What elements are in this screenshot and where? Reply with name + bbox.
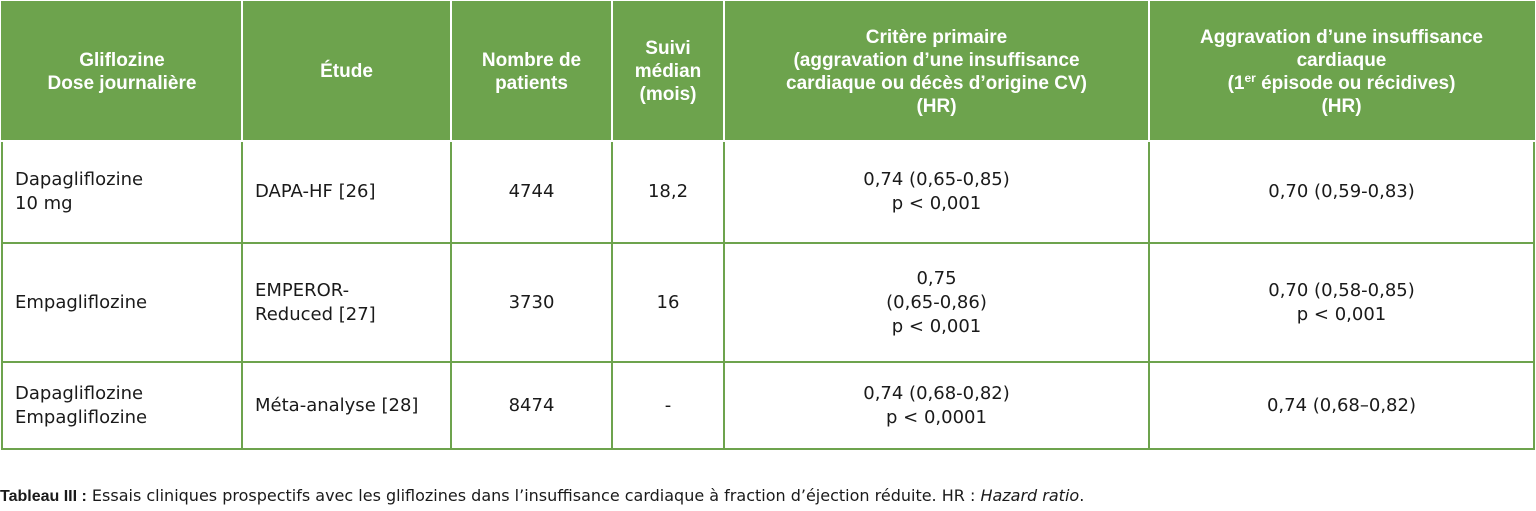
cell-study: DAPA-HF [26] — [241, 140, 452, 244]
gliflozine-trials-table: Gliflozine Dose journalière Étude Nombre… — [1, 1, 1535, 450]
header-critere-primaire: Critère primaire (aggravation d’une insu… — [723, 1, 1150, 142]
cell-drug: Dapagliflozine 10 mg — [1, 140, 243, 244]
cell-study: Méta-analyse [28] — [241, 361, 452, 450]
cell-followup: 18,2 — [611, 140, 725, 244]
caption-label: Tableau III : — [0, 488, 87, 505]
caption-end: . — [1079, 486, 1085, 505]
table-container: Gliflozine Dose journalière Étude Nombre… — [1, 1, 1535, 450]
table-row: Dapagliflozine 10 mg DAPA-HF [26] 4744 1… — [1, 140, 1535, 244]
header-etude: Étude — [241, 1, 452, 142]
cell-worsening: 0,70 (0,59-0,83) — [1148, 140, 1535, 244]
header-nombre-patients: Nombre de patients — [450, 1, 613, 142]
header-gliflozine-dose: Gliflozine Dose journalière — [1, 1, 243, 142]
cell-drug: Dapagliflozine Empagliflozine — [1, 361, 243, 450]
cell-followup: - — [611, 361, 725, 450]
cell-drug: Empagliflozine — [1, 242, 243, 363]
cell-worsening: 0,70 (0,58-0,85) p < 0,001 — [1148, 242, 1535, 363]
cell-primary: 0,75 (0,65-0,86) p < 0,001 — [723, 242, 1150, 363]
cell-primary: 0,74 (0,68-0,82) p < 0,0001 — [723, 361, 1150, 450]
table-row: Dapagliflozine Empagliflozine Méta-analy… — [1, 361, 1535, 450]
header-aggravation-insuffisance: Aggravation d’une insuffisance cardiaque… — [1148, 1, 1535, 142]
cell-patients: 4744 — [450, 140, 613, 244]
header-row: Gliflozine Dose journalière Étude Nombre… — [1, 1, 1535, 142]
caption-text: Essais cliniques prospectifs avec les gl… — [86, 486, 981, 505]
table-caption: Tableau III : Essais cliniques prospecti… — [0, 486, 1084, 507]
table-row: Empagliflozine EMPEROR- Reduced [27] 373… — [1, 242, 1535, 363]
cell-followup: 16 — [611, 242, 725, 363]
header-suivi-median: Suivi médian (mois) — [611, 1, 725, 142]
cell-patients: 3730 — [450, 242, 613, 363]
cell-worsening: 0,74 (0,68–0,82) — [1148, 361, 1535, 450]
header-episode-line: (1er épisode ou récidives) — [1227, 70, 1456, 94]
caption-italic: Hazard ratio — [980, 486, 1080, 505]
cell-patients: 8474 — [450, 361, 613, 450]
cell-primary: 0,74 (0,65-0,85) p < 0,001 — [723, 140, 1150, 244]
cell-study: EMPEROR- Reduced [27] — [241, 242, 452, 363]
